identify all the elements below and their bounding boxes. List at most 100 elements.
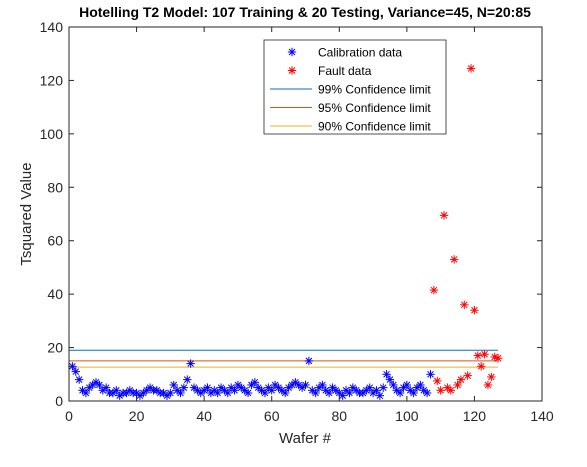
fault-point [493, 354, 503, 363]
fault-point [466, 64, 476, 73]
fault-point [433, 376, 442, 386]
fault-point [456, 375, 466, 384]
x-tick-label: 60 [264, 408, 280, 424]
tick-labels-layer: 0 20 40 60 80 100 120 140 0 20 40 60 80 100 120 140 [40, 19, 554, 424]
legend-box [263, 39, 447, 135]
calibration-point [389, 380, 398, 390]
calibration-point [422, 388, 432, 398]
fault-series [429, 64, 503, 395]
legend-marker [287, 47, 297, 57]
legend-label: Calibration data [318, 46, 402, 60]
calibration-point [186, 359, 195, 368]
fault-point [449, 255, 459, 264]
calibration-point [311, 388, 320, 398]
legend-entry: 95% Confidence limit [270, 101, 431, 115]
calibration-point [351, 386, 361, 395]
fault-point [487, 372, 496, 382]
calibration-point [399, 383, 408, 392]
calibration-point [297, 383, 307, 392]
fault-point [490, 352, 499, 362]
calibration-point [281, 388, 290, 398]
calibration-point [135, 391, 145, 400]
calibration-point [74, 375, 84, 384]
chart-title: Hotelling T2 Model: 107 Training & 20 Te… [79, 4, 531, 20]
calibration-point [176, 388, 185, 398]
calibration-point [95, 380, 104, 390]
calibration-point [189, 383, 199, 392]
legend-entry: 99% Confidence limit [270, 83, 431, 97]
calibration-point [213, 388, 222, 398]
calibration-point [199, 386, 209, 395]
calibration-point [166, 388, 175, 398]
legend-entries: Calibration data Fault data 99% Confidence… [270, 46, 431, 134]
fault-point [453, 380, 462, 390]
x-tick-label: 40 [196, 408, 212, 424]
calibration-point [395, 388, 405, 398]
x-tick-label: 120 [463, 408, 487, 424]
fault-point [439, 211, 449, 220]
calibration-point [81, 388, 91, 398]
calibration-point [426, 370, 435, 379]
x-tick-label: 100 [395, 408, 419, 424]
fault-point [470, 305, 479, 315]
calibration-point [88, 380, 97, 390]
fault-point [436, 386, 445, 395]
calibration-point [402, 380, 412, 390]
calibration-point [267, 386, 276, 395]
fault-point [476, 362, 486, 371]
calibration-point [162, 391, 172, 400]
calibration-point [324, 388, 334, 398]
fault-point [463, 371, 472, 380]
x-tick-label: 140 [530, 408, 554, 424]
calibration-point [183, 375, 192, 384]
calibration-point [341, 386, 351, 395]
legend-label: 95% Confidence limit [318, 101, 431, 115]
x-tick-label: 20 [129, 408, 145, 424]
y-tick-label: 140 [40, 19, 64, 35]
legend-marker [287, 66, 297, 75]
calibration-point [345, 388, 354, 398]
y-tick-label: 40 [47, 286, 63, 302]
x-tick-label: 80 [331, 408, 347, 424]
calibration-point [409, 388, 418, 398]
calibration-point [139, 388, 148, 398]
calibration-point [257, 386, 266, 395]
fault-point [446, 386, 455, 395]
calibration-point [169, 380, 178, 390]
y-tick-label: 120 [40, 72, 64, 88]
calibration-point [71, 367, 80, 376]
calibration-point [193, 386, 202, 395]
calibration-point [338, 391, 347, 400]
x-axis-label: Wafer # [279, 430, 332, 447]
calibration-point [101, 383, 111, 392]
calibration-point [260, 388, 270, 398]
calibration-point [125, 386, 135, 395]
calibration-point [318, 380, 327, 390]
calibration-point [314, 383, 324, 392]
calibration-point [379, 383, 388, 392]
calibration-point [203, 383, 212, 392]
calibration-point [304, 356, 314, 366]
plot-frame [68, 26, 543, 402]
calibration-point [301, 380, 310, 390]
calibration-point [68, 362, 77, 371]
calibration-point [375, 391, 385, 400]
fault-point [460, 300, 469, 310]
legend-entry: Calibration data [287, 46, 402, 60]
ticks-layer [68, 26, 543, 402]
fault-point [473, 351, 483, 360]
calibration-point [412, 383, 422, 392]
legend: Calibration data Fault data 99% Confidence… [263, 39, 447, 135]
y-tick-label: 0 [55, 393, 63, 409]
x-tick-label: 0 [65, 408, 73, 424]
fault-point [429, 285, 439, 295]
calibration-point [243, 388, 253, 398]
calibration-point [98, 386, 107, 395]
calibration-point [230, 386, 239, 395]
legend-label: 90% Confidence limit [318, 120, 431, 134]
calibration-point [274, 383, 283, 392]
calibration-series [68, 356, 435, 400]
calibration-point [365, 383, 374, 392]
calibration-point [179, 383, 189, 392]
